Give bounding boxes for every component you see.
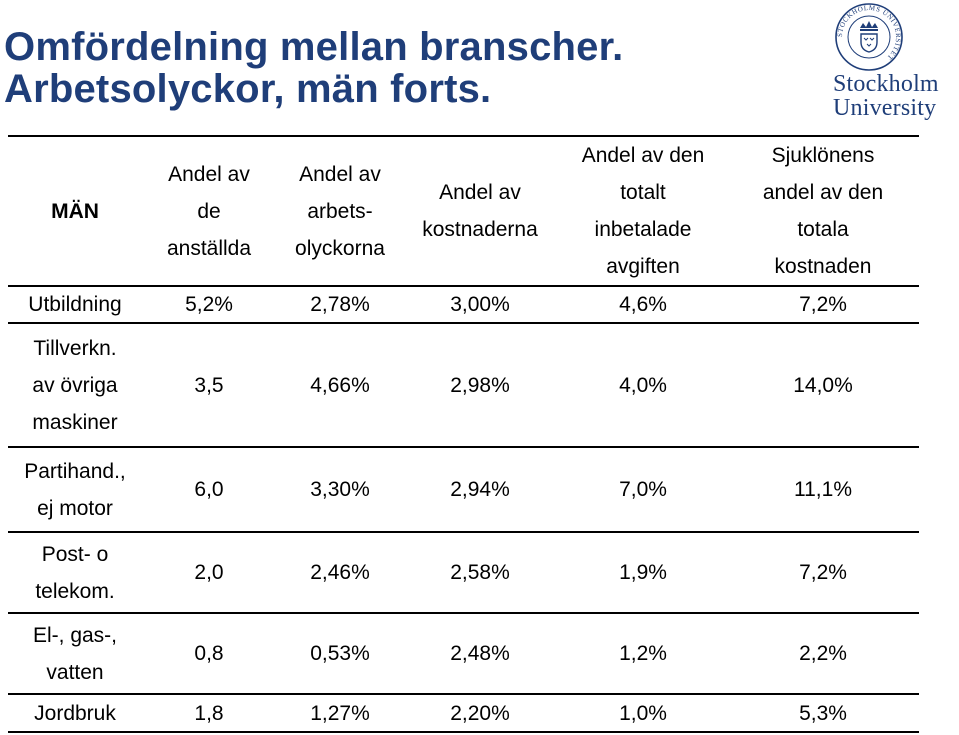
table-cell: 1,27% [310,701,370,725]
table-cell: 0,8 [194,642,224,665]
table-cell: 1,9% [619,561,667,584]
logo-line-1: Stockholm [833,71,939,97]
table-row-rule [8,693,919,695]
row-label: Utbildning [28,293,122,316]
row-label: Jordbruk [34,701,116,725]
table-cell: 2,58% [450,561,510,584]
title-line-1: Omfördelning mellan branscher. [4,25,624,69]
table-row-rule [8,322,919,324]
university-seal-icon: STOCKHOLMS UNIVERSITET [835,3,903,71]
column-header: Andel av kostnaderna [422,181,538,241]
table-cell: 2,20% [450,701,510,725]
table-cell: 1,2% [619,642,667,665]
table-cell: 2,46% [310,561,370,584]
table-cell: 2,94% [450,478,510,501]
page-title: Omfördelning mellan branscher. Arbetsoly… [4,26,623,110]
table-corner-header: MÄN [51,199,99,223]
column-header: Andel av de anställda [166,162,252,260]
table-bottom-rule [8,731,919,733]
table-cell: 3,00% [450,293,510,316]
column-header: Andel av arbets- olyckorna [295,162,385,260]
title-line-2: Arbetsolyckor, män forts. [4,67,492,111]
table-cell: 4,0% [619,373,667,397]
column-header: Sjuklönens andel av den totala kostnaden [762,144,884,278]
table-row-rule [8,531,919,533]
table-cell: 7,2% [799,561,847,584]
table-cell: 6,0 [194,478,224,501]
table-cell: 5,2% [185,293,233,316]
table-cell: 2,0 [194,561,224,584]
table-cell: 7,0% [619,478,667,501]
row-label: El-, gas-, vatten [32,623,118,684]
table-cell: 2,2% [799,642,847,665]
logo-wordmark: Stockholm University [833,72,939,120]
table-cell: 14,0% [793,373,853,397]
row-label: Partihand., ej motor [24,459,126,520]
table-top-rule [8,135,919,137]
table-cell: 4,66% [310,373,370,397]
table-header-rule [8,285,919,287]
table-cell: 2,48% [450,642,510,665]
table-cell: 0,53% [310,642,370,665]
table-cell: 11,1% [794,478,852,501]
table-cell: 1,8 [194,701,224,725]
table-cell: 1,0% [619,701,667,725]
stockholm-university-logo: STOCKHOLMS UNIVERSITET Stockholm Univers… [830,2,958,124]
row-label: Post- o telekom. [35,542,115,603]
table-row-rule [8,446,919,448]
table-cell: 2,78% [310,293,370,316]
table-cell: 7,2% [799,293,847,316]
table-cell: 3,5 [194,373,224,397]
table-cell: 2,98% [450,373,510,397]
column-header: Andel av den totalt inbetalade avgiften [581,144,705,278]
logo-line-2: University [833,95,937,121]
table-cell: 3,30% [310,478,370,501]
table-cell: 4,6% [619,293,667,316]
row-label: Tillverkn. av övriga maskiner [32,336,118,434]
table-cell: 5,3% [799,701,847,725]
table-row-rule [8,612,919,614]
